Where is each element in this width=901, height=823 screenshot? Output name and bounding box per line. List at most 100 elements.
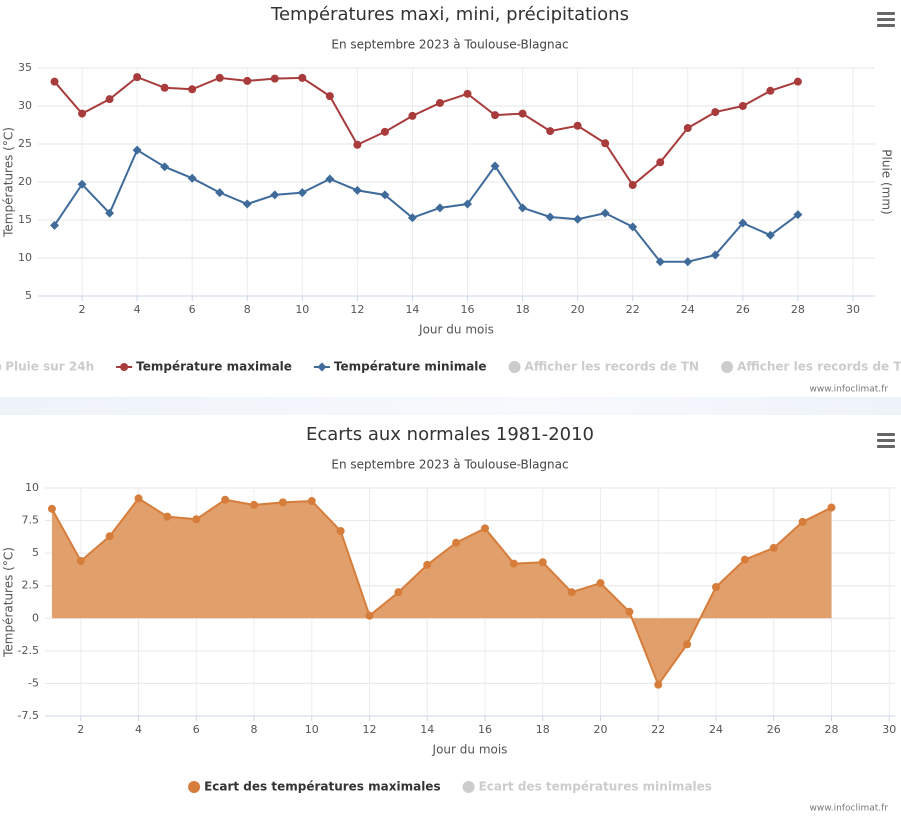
data-point <box>567 588 576 597</box>
series-line <box>53 148 799 263</box>
menu-button[interactable] <box>877 433 895 448</box>
data-point <box>596 579 605 588</box>
data-point <box>336 526 345 535</box>
x-tick-label: 28 <box>824 723 838 736</box>
legend: Ecart des températures maximales Ecart de… <box>188 780 712 794</box>
data-point <box>683 124 692 133</box>
data-point <box>435 98 444 107</box>
credits: www.infoclimat.fr <box>810 804 889 814</box>
data-point <box>573 214 583 224</box>
data-point <box>601 139 610 148</box>
legend-label: Pluie sur 24h <box>5 360 94 374</box>
data-point <box>134 494 143 503</box>
data-point <box>435 203 445 213</box>
legend-symbol <box>462 781 475 793</box>
legend: Pluie sur 24h Température maximale Tempéra… <box>0 360 901 374</box>
chart-title: Températures maxi, mini, précipitations <box>270 4 629 25</box>
x-tick-label: 10 <box>295 303 309 316</box>
data-point <box>188 85 197 94</box>
data-point <box>491 111 500 120</box>
x-tick-label: 12 <box>350 303 364 316</box>
data-point <box>765 230 775 240</box>
x-tick-label: 22 <box>626 303 640 316</box>
data-point <box>215 188 225 198</box>
data-point <box>683 640 692 649</box>
data-point <box>407 213 417 223</box>
legend-item[interactable]: Ecart des températures minimales <box>462 780 712 794</box>
data-point <box>243 76 252 85</box>
data-point <box>160 83 169 92</box>
data-point <box>656 158 665 167</box>
x-tick-label: 24 <box>681 303 695 316</box>
legend-symbol <box>317 362 327 372</box>
legend-item[interactable]: Ecart des températures maximales <box>188 780 441 794</box>
y-tick-label: 7.5 <box>22 514 40 527</box>
x-tick-label: 8 <box>244 303 251 316</box>
data-point <box>50 77 59 86</box>
data-point <box>600 208 610 218</box>
data-point <box>452 538 461 547</box>
data-point <box>423 560 432 569</box>
x-tick-label: 18 <box>536 723 550 736</box>
legend-item[interactable]: Température maximale <box>116 360 292 374</box>
data-point <box>518 203 528 213</box>
data-point <box>538 558 547 567</box>
data-point <box>545 212 555 222</box>
legend-item[interactable]: Pluie sur 24h <box>0 360 94 374</box>
y-tick-label: 2.5 <box>22 579 40 592</box>
data-point <box>325 92 334 101</box>
data-point <box>270 74 279 83</box>
y-tick-label: 10 <box>18 251 32 264</box>
legend-symbol <box>0 363 2 371</box>
x-tick-label: 30 <box>882 723 896 736</box>
x-tick-label: 14 <box>420 723 434 736</box>
data-point <box>463 199 473 209</box>
x-tick-label: 16 <box>461 303 475 316</box>
data-point <box>710 250 720 260</box>
menu-button[interactable] <box>877 12 895 27</box>
data-point <box>352 185 362 195</box>
data-point <box>297 188 307 198</box>
data-point <box>793 210 803 220</box>
data-point <box>163 512 172 521</box>
y-tick-label: -2.5 <box>18 644 39 657</box>
x-tick-label: 4 <box>135 723 142 736</box>
data-point <box>278 498 287 507</box>
data-point <box>766 86 775 95</box>
y-tick-label: 5 <box>25 289 32 302</box>
data-point <box>325 174 335 184</box>
data-point <box>625 607 634 616</box>
x-tick-label: 26 <box>767 723 781 736</box>
series-line <box>53 75 799 187</box>
data-point <box>738 218 748 228</box>
legend-symbol <box>120 363 129 371</box>
data-point <box>509 559 518 568</box>
data-point <box>573 121 582 130</box>
data-point <box>628 222 638 232</box>
x-tick-label: 2 <box>77 723 84 736</box>
area-fill <box>51 498 832 685</box>
data-point <box>394 588 403 597</box>
x-tick-label: 8 <box>251 723 258 736</box>
legend-item[interactable]: Afficher les records de TX <box>721 360 901 374</box>
x-tick-label: 16 <box>478 723 492 736</box>
legend-item[interactable]: Afficher les records de TN <box>508 360 700 374</box>
x-tick-label: 10 <box>305 723 319 736</box>
data-point <box>192 515 201 524</box>
data-point <box>654 680 663 689</box>
y-tick-label: 20 <box>18 175 32 188</box>
x-tick-label: 20 <box>571 303 585 316</box>
x-tick-label: 2 <box>79 303 86 316</box>
data-point <box>160 162 170 172</box>
legend-item[interactable]: Température minimale <box>313 360 487 374</box>
y-axis-label: Températures (°C) <box>2 127 16 238</box>
data-point <box>683 257 693 267</box>
data-point <box>798 517 807 526</box>
data-point <box>250 500 259 509</box>
data-point <box>769 543 778 552</box>
data-point <box>47 504 56 513</box>
x-tick-label: 20 <box>594 723 608 736</box>
x-axis-label: Jour du mois <box>432 743 508 757</box>
data-point <box>628 181 637 190</box>
